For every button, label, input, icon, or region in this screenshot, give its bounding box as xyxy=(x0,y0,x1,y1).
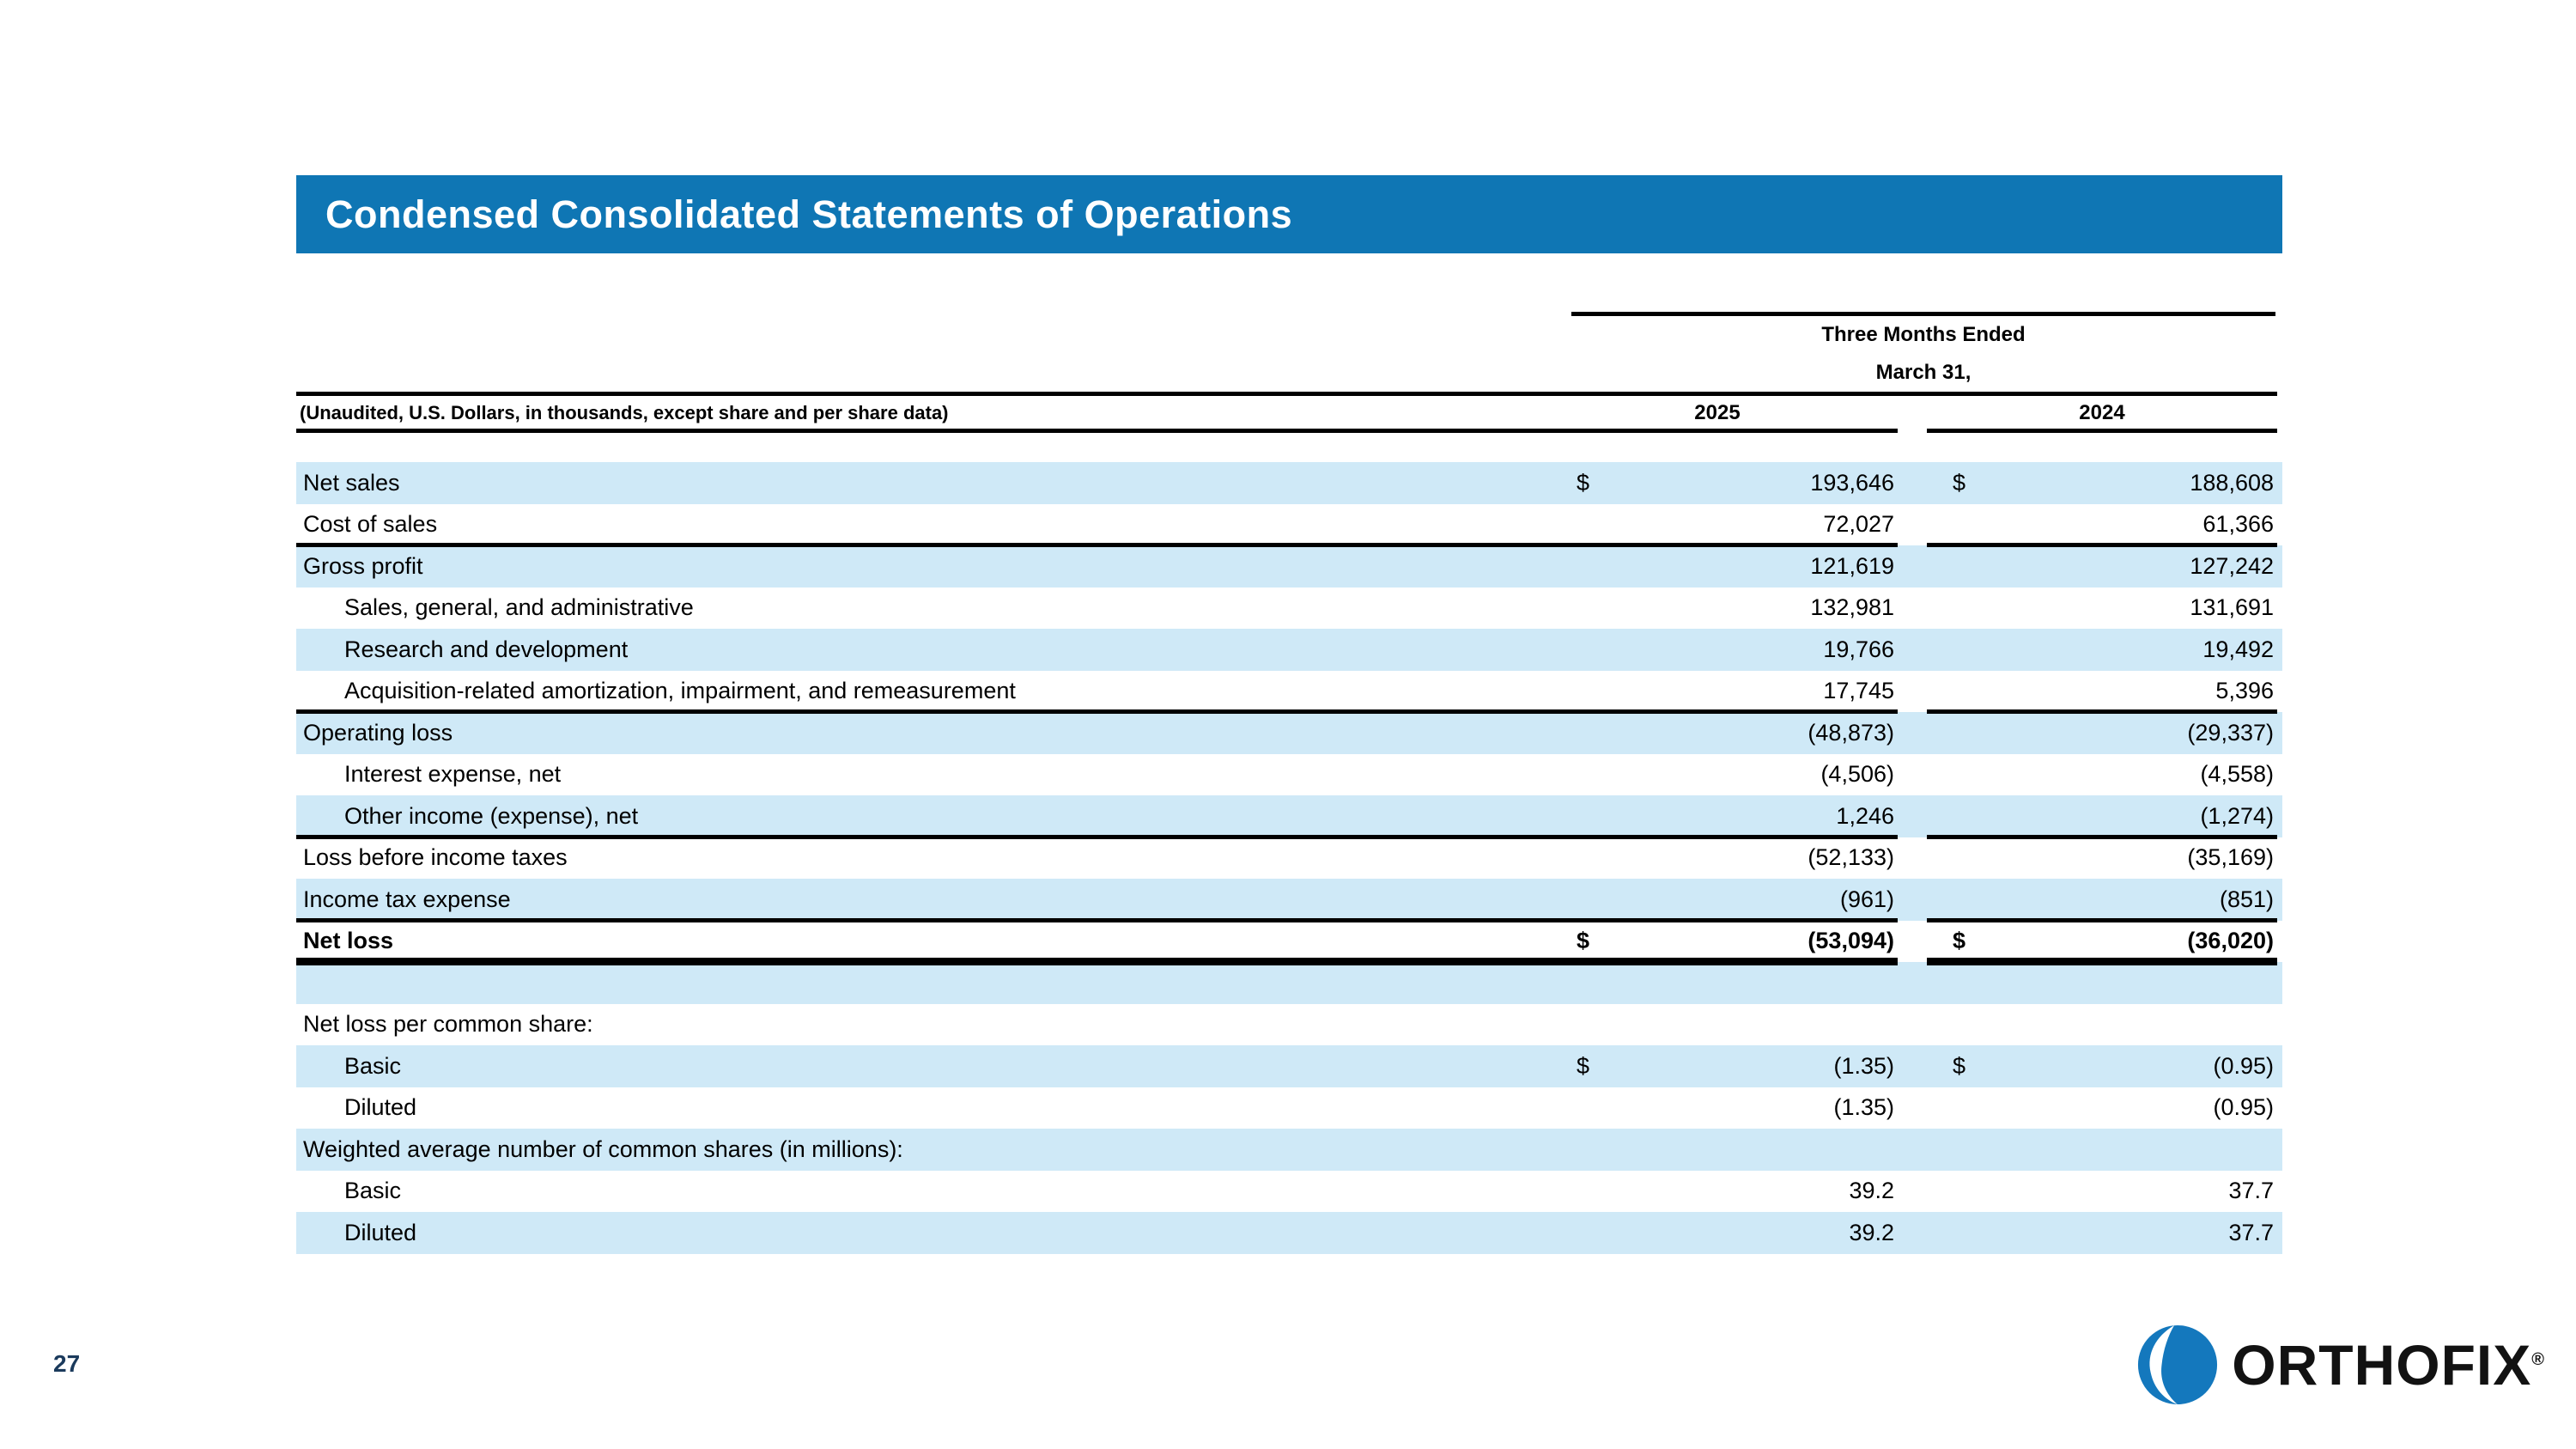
value-2024: 5,396 xyxy=(2215,678,2274,704)
row-label: Diluted xyxy=(344,1094,417,1121)
table-row: Loss before income taxes (52,133) (35,16… xyxy=(296,837,2282,880)
row-label: Research and development xyxy=(344,636,629,662)
value-2025: 39.2 xyxy=(1849,1178,1894,1204)
row-label: Basic xyxy=(344,1052,402,1079)
row-label: Interest expense, net xyxy=(344,761,562,788)
row-label: Cost of sales xyxy=(303,511,438,538)
value-2025: (4,506) xyxy=(1820,761,1894,788)
value-2025: 17,745 xyxy=(1823,678,1894,704)
row-label: Weighted average number of common shares… xyxy=(303,1135,903,1162)
row-label: Sales, general, and administrative xyxy=(344,594,694,621)
table-row: Weighted average number of common shares… xyxy=(296,1129,2282,1171)
table-row: Diluted 39.2 37.7 xyxy=(296,1212,2282,1254)
orthofix-sphere-icon xyxy=(2138,1324,2218,1405)
value-2025: 132,981 xyxy=(1810,594,1894,621)
column-header-2024: 2024 xyxy=(2079,401,2125,424)
row-label: Net sales xyxy=(303,469,400,496)
period-header-line1: Three Months Ended xyxy=(1821,323,2026,346)
registered-mark: ® xyxy=(2531,1350,2545,1369)
value-2025: (961) xyxy=(1839,886,1894,912)
value-2025: 72,027 xyxy=(1823,511,1894,538)
value-2025: (53,094) xyxy=(1807,928,1894,954)
value-2024: 188,608 xyxy=(2190,469,2274,496)
header-top-rule xyxy=(1571,312,2275,316)
table-row: Net loss $ (53,094) $ (36,020) xyxy=(296,921,2282,965)
value-2025: (52,133) xyxy=(1807,844,1894,871)
unaudited-note: (Unaudited, U.S. Dollars, in thousands, … xyxy=(300,402,949,423)
table-row: Operating loss (48,873) (29,337) xyxy=(296,712,2282,754)
value-2025: 1,246 xyxy=(1836,802,1894,829)
header-bottom-rule-right xyxy=(1927,429,2277,433)
table-row: Interest expense, net (4,506) (4,558) xyxy=(296,754,2282,796)
row-label: Income tax expense xyxy=(303,886,511,912)
value-2025: 121,619 xyxy=(1810,552,1894,579)
value-2024: (29,337) xyxy=(2187,719,2274,746)
row-label: Net loss xyxy=(303,928,394,954)
row-label: Gross profit xyxy=(303,552,423,579)
row-label: Other income (expense), net xyxy=(344,802,639,829)
header-middle-rule xyxy=(296,392,2277,396)
orthofix-logo: ORTHOFIX® xyxy=(2136,1323,2545,1407)
value-2024: 61,366 xyxy=(2202,511,2274,538)
dollar-sign-2025: $ xyxy=(1577,1052,1590,1079)
value-2025: 193,646 xyxy=(1810,469,1894,496)
value-2024: (1,274) xyxy=(2200,802,2274,829)
value-2024: (0.95) xyxy=(2213,1094,2274,1121)
table-row: Cost of sales 72,027 61,366 xyxy=(296,504,2282,547)
page-number: 27 xyxy=(53,1350,81,1377)
row-label: Loss before income taxes xyxy=(303,844,568,871)
dollar-sign-2025: $ xyxy=(1577,469,1590,496)
dollar-sign-2024: $ xyxy=(1953,469,1966,496)
value-2024: (851) xyxy=(2219,886,2274,912)
header-bottom-rule-left xyxy=(296,429,1898,433)
table-row: Basic $ (1.35) $ (0.95) xyxy=(296,1045,2282,1087)
table-row: Other income (expense), net 1,246 (1,274… xyxy=(296,795,2282,838)
period-header-line2: March 31, xyxy=(1875,361,1971,384)
table-row xyxy=(296,962,2282,1004)
table-row: Sales, general, and administrative 132,9… xyxy=(296,588,2282,630)
value-2025: 39.2 xyxy=(1849,1219,1894,1245)
table-row: Net loss per common share: xyxy=(296,1004,2282,1046)
row-label: Acquisition-related amortization, impair… xyxy=(344,678,1016,704)
value-2024: 127,242 xyxy=(2190,552,2274,579)
value-2024: (35,169) xyxy=(2187,844,2274,871)
dollar-sign-2024: $ xyxy=(1953,1052,1966,1079)
row-label: Basic xyxy=(344,1178,402,1204)
page-title: Condensed Consolidated Statements of Ope… xyxy=(325,192,1293,236)
table-row: Gross profit 121,619 127,242 xyxy=(296,545,2282,588)
value-2024: 37.7 xyxy=(2228,1178,2274,1204)
value-2024: (4,558) xyxy=(2200,761,2274,788)
row-label: Net loss per common share: xyxy=(303,1011,593,1038)
row-label: Diluted xyxy=(344,1219,417,1245)
row-label: Operating loss xyxy=(303,719,453,746)
value-2024: 131,691 xyxy=(2190,594,2274,621)
value-2024: 19,492 xyxy=(2202,636,2274,662)
table-row: Research and development 19,766 19,492 xyxy=(296,629,2282,671)
value-2025: (1.35) xyxy=(1833,1094,1894,1121)
column-header-2025: 2025 xyxy=(1694,401,1741,424)
table-row: Net sales $ 193,646 $ 188,608 xyxy=(296,462,2282,504)
table-row: Acquisition-related amortization, impair… xyxy=(296,671,2282,714)
table-row: Basic 39.2 37.7 xyxy=(296,1171,2282,1213)
value-2025: (1.35) xyxy=(1833,1052,1894,1079)
table-row: Diluted (1.35) (0.95) xyxy=(296,1087,2282,1129)
value-2025: (48,873) xyxy=(1807,719,1894,746)
value-2024: (36,020) xyxy=(2187,928,2274,954)
title-band: Condensed Consolidated Statements of Ope… xyxy=(296,175,2282,253)
value-2025: 19,766 xyxy=(1823,636,1894,662)
dollar-sign-2024: $ xyxy=(1953,928,1966,954)
table-body: Net sales $ 193,646 $ 188,608 Cost of sa… xyxy=(296,462,2282,1254)
value-2024: 37.7 xyxy=(2228,1219,2274,1245)
value-2024: (0.95) xyxy=(2213,1052,2274,1079)
table-row: Income tax expense (961) (851) xyxy=(296,879,2282,922)
orthofix-wordmark: ORTHOFIX® xyxy=(2232,1333,2545,1397)
dollar-sign-2025: $ xyxy=(1577,928,1590,954)
